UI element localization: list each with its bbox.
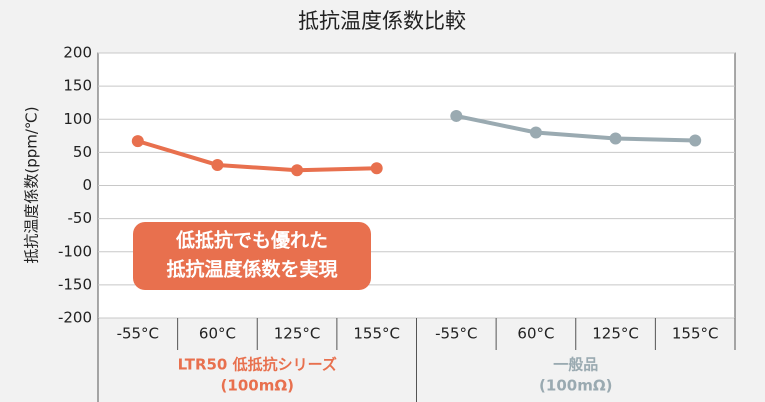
data-point	[291, 164, 304, 177]
x-tick-label: 60°C	[517, 325, 554, 343]
x-tick-label: 60°C	[199, 325, 236, 343]
y-tick-label: -200	[58, 309, 92, 327]
x-tick-label: 125°C	[274, 325, 321, 343]
annotation-text: 低抵抗でも優れた	[175, 229, 328, 252]
series-line	[137, 139, 377, 173]
annotation-text: 抵抗温度係数を実現	[166, 258, 337, 281]
annotation-box	[133, 222, 371, 290]
x-tick-label: -55°C	[435, 325, 477, 343]
y-tick-label: -50	[68, 209, 93, 227]
y-tick-label: 50	[73, 143, 92, 161]
y-axis-label: 抵抗温度係数(ppm/℃)	[23, 106, 41, 263]
y-tick-label: 200	[63, 44, 92, 62]
group-label: 一般品	[553, 356, 598, 374]
y-tick-label: 150	[63, 77, 92, 95]
data-point	[211, 158, 224, 171]
x-tick-label: -55°C	[117, 325, 159, 343]
series-line	[455, 113, 696, 143]
y-tick-label: -100	[58, 242, 92, 260]
x-tick-label: 155°C	[672, 325, 719, 343]
data-point	[609, 132, 622, 145]
group-label: LTR50 低抵抗シリーズ	[178, 356, 337, 374]
x-tick-label: 125°C	[592, 325, 639, 343]
group-sublabel: (100mΩ)	[221, 377, 294, 395]
data-point	[450, 109, 463, 122]
x-tick-label: 155°C	[353, 325, 400, 343]
y-tick-label: 0	[82, 176, 92, 194]
data-point	[529, 126, 542, 139]
group-sublabel: (100mΩ)	[539, 377, 612, 395]
y-tick-label: -150	[58, 275, 92, 293]
data-point	[131, 135, 144, 148]
data-point	[370, 162, 383, 175]
chart-title: 抵抗温度係数比較	[298, 9, 466, 33]
data-point	[689, 134, 702, 147]
y-tick-label: 100	[63, 110, 92, 128]
